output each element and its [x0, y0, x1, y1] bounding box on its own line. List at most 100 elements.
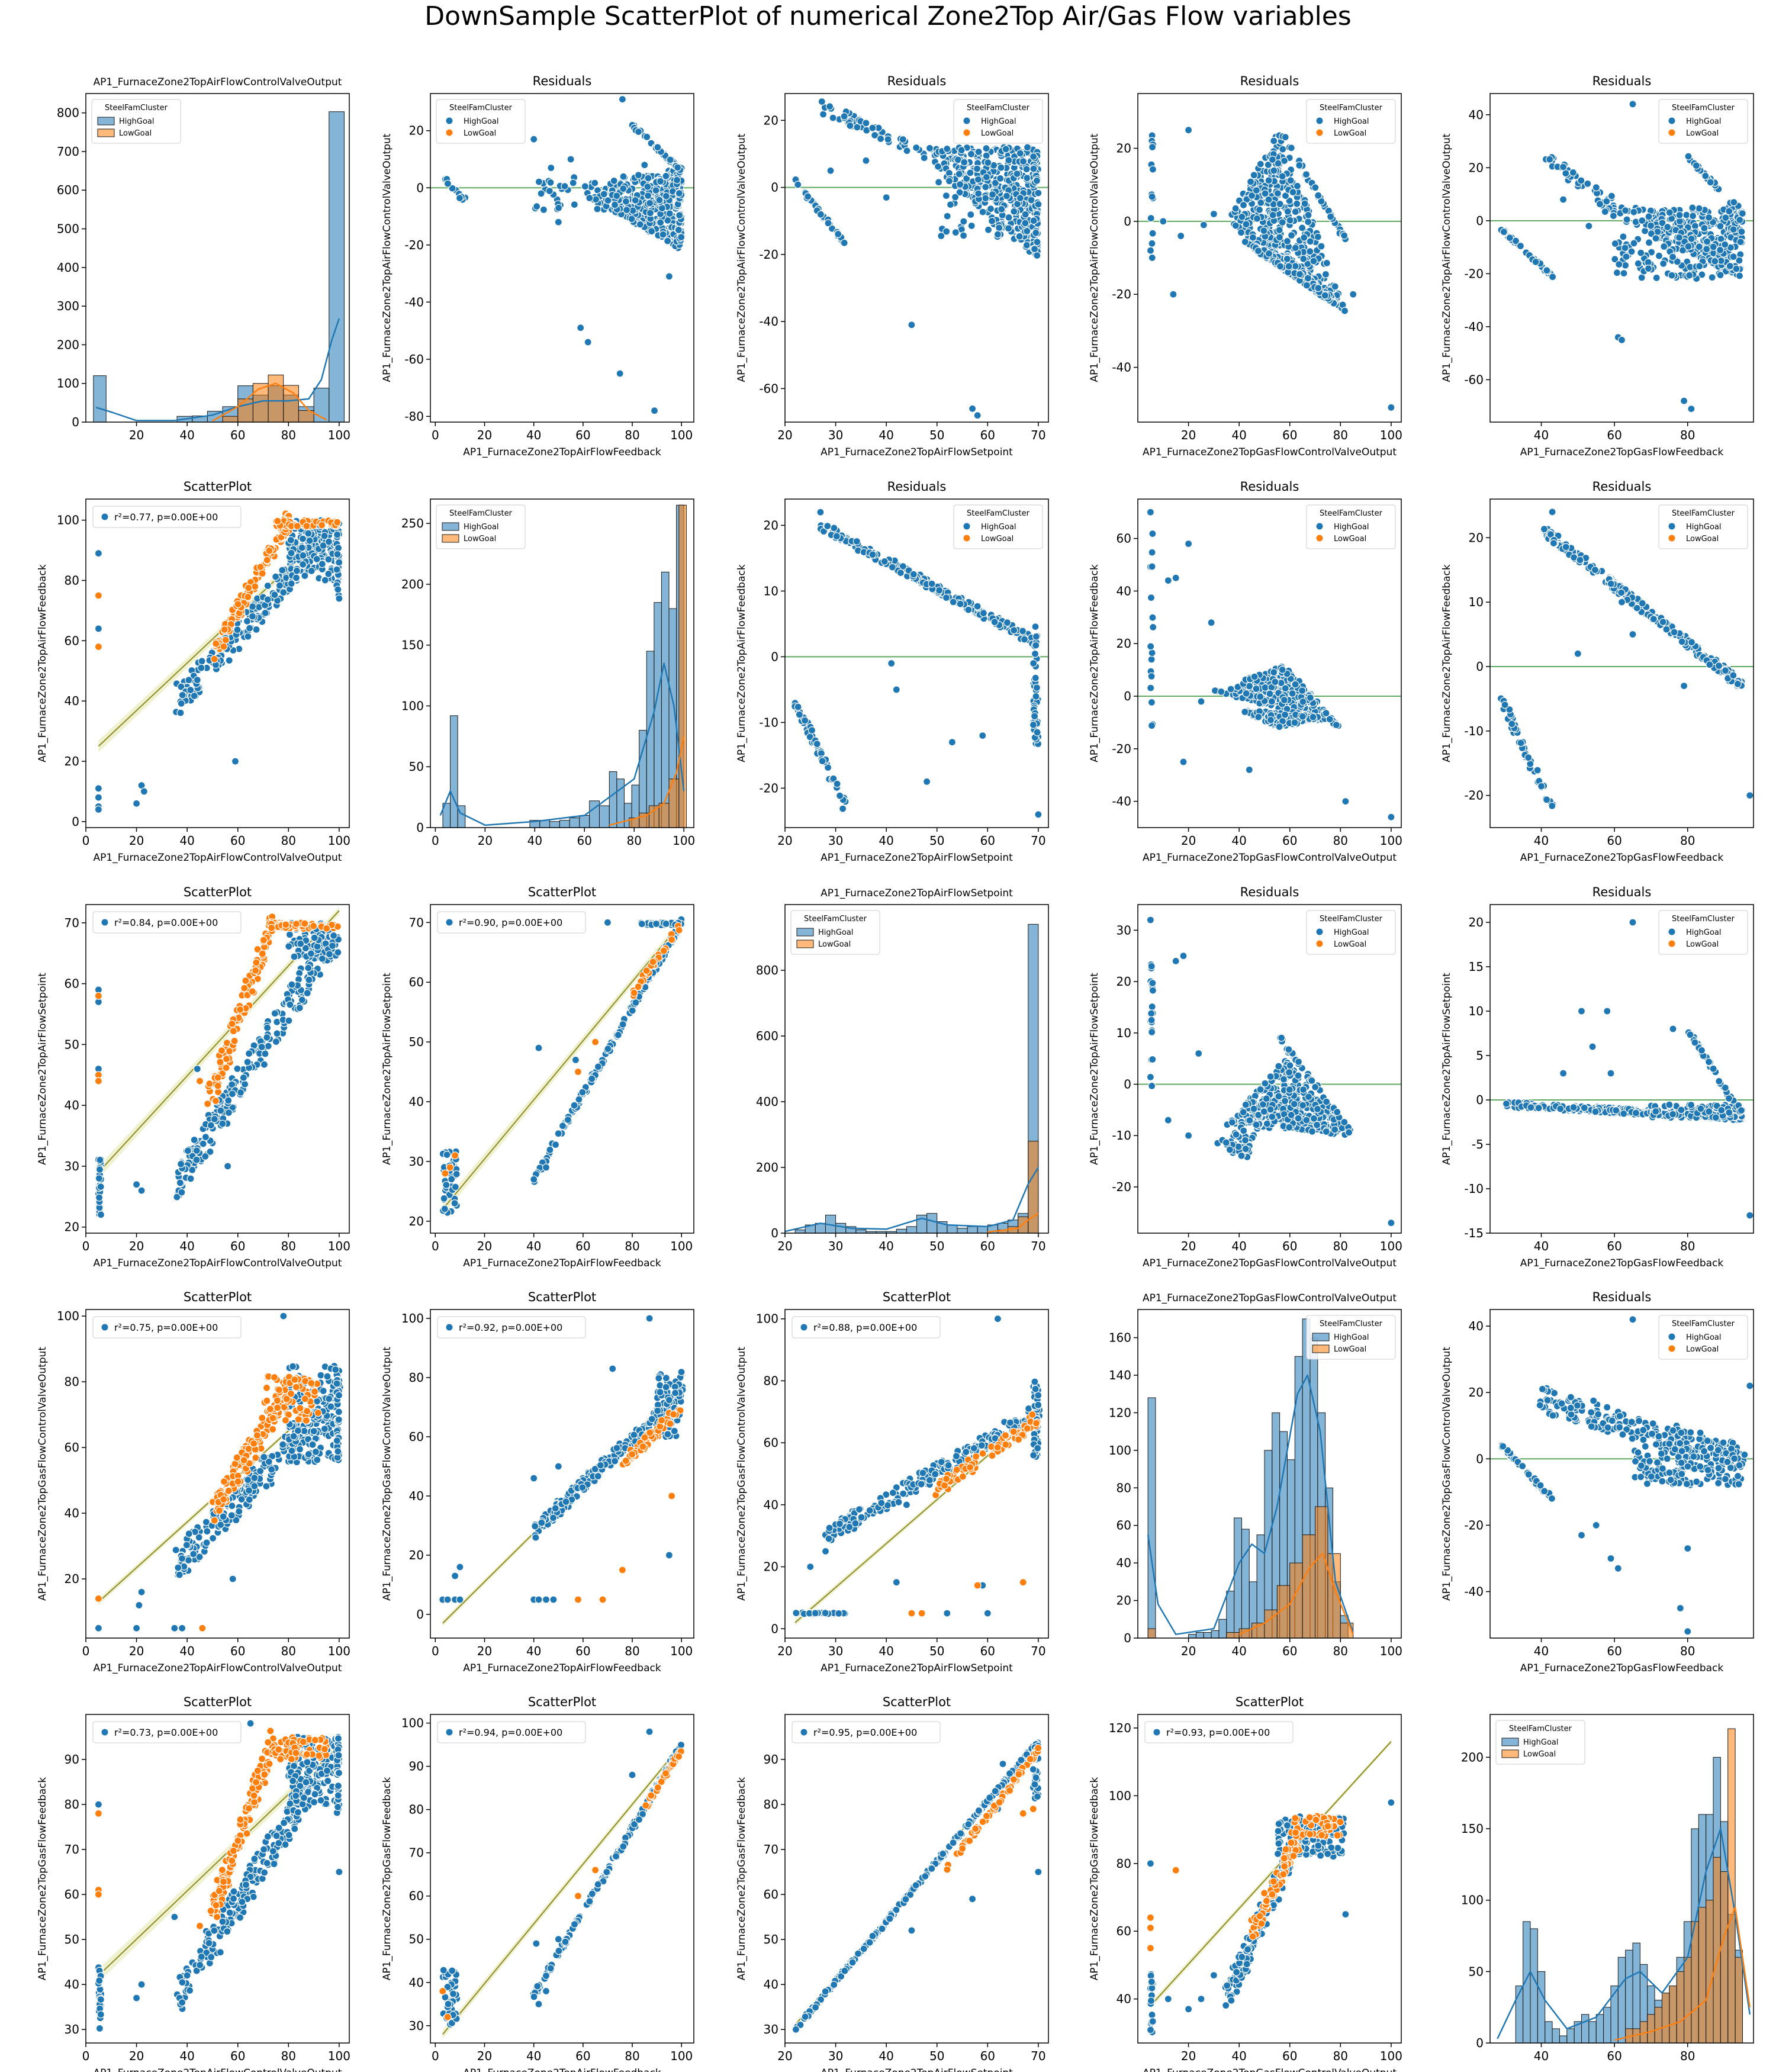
point-highgoal	[1032, 176, 1041, 185]
point-highgoal	[1288, 689, 1296, 698]
point-highgoal	[1682, 211, 1691, 219]
point-highgoal	[884, 135, 892, 144]
point-highgoal	[1703, 237, 1711, 246]
point-highgoal	[1022, 165, 1031, 173]
point-highgoal	[949, 598, 957, 606]
point-highgoal	[1546, 155, 1554, 163]
point-highgoal	[94, 625, 102, 633]
point-highgoal	[1322, 709, 1330, 718]
fit-confidence-band	[442, 919, 682, 1215]
point-highgoal	[94, 784, 102, 793]
point-highgoal	[1147, 684, 1155, 692]
point-highgoal	[934, 178, 943, 186]
point-highgoal	[979, 609, 988, 617]
point-highgoal	[622, 206, 631, 214]
point-highgoal	[1611, 239, 1619, 248]
point-highgoal	[1291, 718, 1299, 727]
point-highgoal	[1548, 802, 1556, 810]
point-highgoal	[570, 1101, 578, 1109]
point-highgoal	[186, 686, 195, 694]
point-highgoal	[1034, 189, 1043, 197]
point-highgoal	[1148, 192, 1156, 201]
y-tick-label: 20	[65, 1220, 79, 1234]
point-highgoal	[263, 1033, 271, 1042]
point-highgoal	[1275, 233, 1284, 242]
point-lowgoal	[234, 600, 242, 609]
y-tick-label: -60	[759, 381, 778, 395]
point-highgoal	[245, 1050, 253, 1058]
point-highgoal	[305, 976, 313, 984]
y-tick-label: -20	[1112, 287, 1131, 301]
point-highgoal	[852, 537, 861, 546]
point-highgoal	[619, 1020, 627, 1029]
panel-title: Residuals	[533, 74, 592, 88]
point-highgoal	[285, 931, 294, 939]
point-highgoal	[575, 1095, 583, 1103]
panel-title: Residuals	[1592, 74, 1652, 88]
point-highgoal	[1341, 797, 1350, 806]
x-tick-label: 40	[179, 428, 194, 442]
point-highgoal	[963, 174, 971, 183]
point-highgoal	[1172, 574, 1180, 582]
x-tick-label: 100	[328, 834, 350, 848]
point-lowgoal	[222, 1064, 230, 1072]
point-highgoal	[1500, 228, 1508, 236]
legend-marker-lowgoal	[1668, 534, 1676, 542]
y-tick-label: 0	[1476, 214, 1484, 228]
point-highgoal	[1537, 782, 1546, 790]
point-highgoal	[244, 632, 252, 641]
point-highgoal	[974, 147, 983, 156]
point-highgoal	[1700, 224, 1709, 232]
point-highgoal	[567, 155, 575, 163]
point-highgoal	[925, 144, 934, 152]
point-lowgoal	[244, 593, 252, 601]
hist-bar-lowgoal	[222, 416, 239, 422]
point-highgoal	[818, 98, 826, 106]
point-highgoal	[186, 1175, 195, 1183]
legend-label-highgoal: HighGoal	[981, 523, 1016, 532]
point-highgoal	[334, 585, 342, 594]
point-highgoal	[569, 179, 577, 187]
point-highgoal	[1260, 227, 1268, 235]
hist-bar-lowgoal	[268, 374, 284, 422]
point-highgoal	[1675, 211, 1684, 219]
point-highgoal	[641, 161, 649, 169]
point-highgoal	[286, 1000, 294, 1009]
point-highgoal	[287, 549, 295, 557]
y-tick-label: 80	[65, 573, 79, 587]
point-highgoal	[1705, 213, 1713, 221]
point-highgoal	[591, 195, 600, 204]
y-tick-label: 400	[57, 260, 79, 275]
point-highgoal	[840, 239, 848, 247]
point-highgoal	[1298, 224, 1307, 232]
y-tick-label: 60	[65, 977, 79, 991]
y-axis-label: AP1_FurnaceZone2TopAirFlowFeedback	[736, 564, 748, 762]
point-highgoal	[546, 178, 555, 186]
point-highgoal	[1629, 100, 1637, 108]
point-highgoal	[1726, 262, 1734, 270]
point-lowgoal	[274, 517, 282, 525]
x-tick-label: 20	[1181, 428, 1196, 442]
x-tick-label: 0	[432, 834, 439, 848]
point-highgoal	[591, 179, 599, 187]
point-highgoal	[610, 201, 619, 209]
panel-title: Residuals	[1240, 480, 1299, 494]
point-highgoal	[1269, 211, 1277, 219]
point-highgoal	[968, 404, 977, 413]
point-highgoal	[1729, 253, 1738, 261]
point-highgoal	[1033, 728, 1041, 736]
plot-area	[94, 510, 343, 814]
point-highgoal	[673, 176, 681, 184]
point-highgoal	[996, 174, 1005, 182]
point-highgoal	[1722, 214, 1730, 222]
x-tick-label: 100	[670, 428, 693, 442]
point-highgoal	[1687, 638, 1696, 646]
point-lowgoal	[240, 984, 249, 992]
point-highgoal	[1721, 667, 1730, 675]
point-highgoal	[920, 154, 928, 162]
point-highgoal	[577, 324, 585, 332]
x-tick-label: 40	[1534, 428, 1549, 442]
point-lowgoal	[265, 546, 274, 555]
